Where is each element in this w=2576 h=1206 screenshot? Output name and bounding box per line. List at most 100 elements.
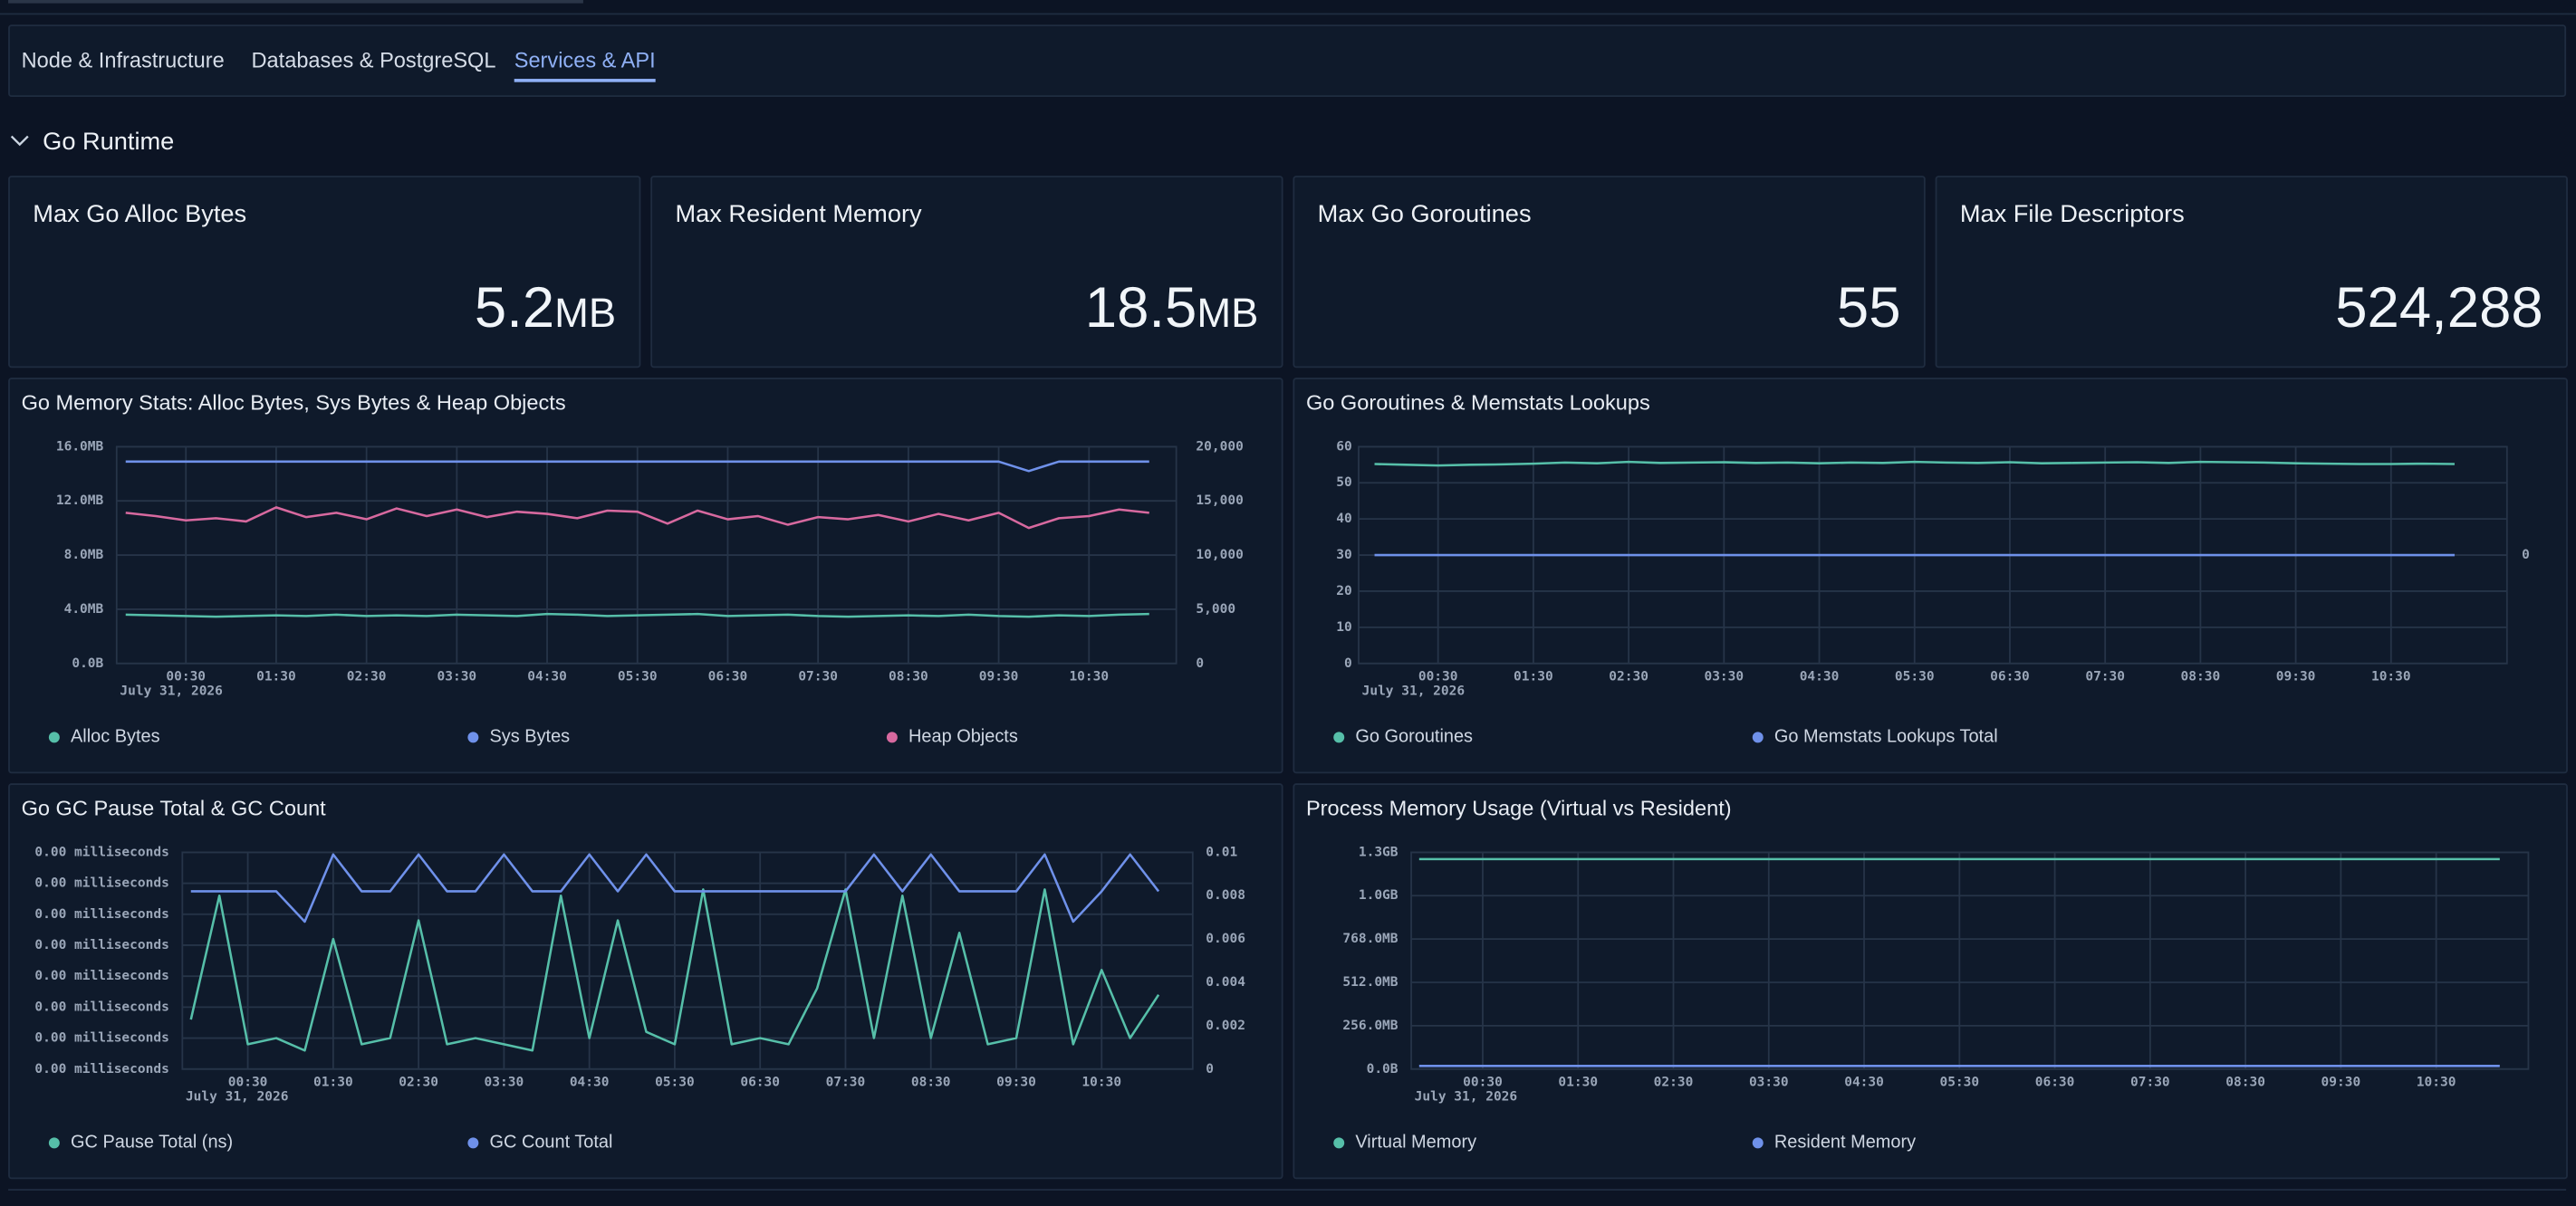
stat-card: Max Go Alloc Bytes 5.2MB [8, 176, 641, 368]
tab[interactable]: Databases & PostgreSQL [251, 47, 496, 72]
x-tick-label: 02:30 [1654, 1075, 1694, 1089]
legend-label[interactable]: GC Count Total [490, 1133, 613, 1153]
x-tick-label: 07:30 [826, 1075, 866, 1089]
y2-tick-label: 0.006 [1206, 932, 1245, 946]
x-tick-label: 10:30 [2371, 669, 2411, 684]
legend-label[interactable]: Go Goroutines [1355, 727, 1473, 747]
y-tick-label: 0.00 milliseconds [34, 845, 168, 859]
x-tick-label: 02:30 [1609, 669, 1648, 684]
legend-label[interactable]: Heap Objects [908, 727, 1018, 747]
section-title[interactable]: Go Runtime [43, 128, 175, 157]
x-tick-label: 01:30 [256, 669, 296, 684]
x-tick-label: 03:30 [1749, 1075, 1789, 1089]
x-tick-label: 01:30 [1558, 1075, 1598, 1089]
chart: Go Goroutines & Memstats Lookups 0 10 20 30 4… [1306, 390, 2530, 747]
stat-title: Max Resident Memory [675, 200, 922, 229]
legend-label[interactable]: Resident Memory [1774, 1133, 1916, 1153]
legend-label[interactable]: Virtual Memory [1355, 1133, 1476, 1153]
x-date-label: July 31, 2026 [186, 1090, 288, 1105]
stat-title: Max Go Goroutines [1317, 200, 1532, 229]
x-tick-label: 05:30 [1939, 1075, 1979, 1089]
x-tick-label: 08:30 [2225, 1075, 2265, 1089]
collapse-chevron[interactable] [10, 133, 30, 149]
y-tick-label: 0.00 milliseconds [34, 1031, 168, 1046]
chart: Go Memory Stats: Alloc Bytes, Sys Bytes … [22, 390, 1244, 747]
x-date-label: July 31, 2026 [120, 684, 222, 699]
y2-tick-label: 0 [2522, 548, 2530, 562]
y2-tick-label: 10,000 [1196, 548, 1243, 562]
y-tick-label: 0.00 milliseconds [34, 1062, 168, 1077]
legend-label[interactable]: Go Memstats Lookups Total [1774, 727, 1998, 747]
y2-tick-label: 0 [1196, 656, 1204, 671]
series-line [1374, 460, 2455, 467]
x-tick-label: 08:30 [889, 669, 928, 684]
x-tick-label: 07:30 [2130, 1075, 2170, 1089]
legend-marker [1752, 732, 1764, 743]
y2-tick-label: 0.01 [1206, 845, 1237, 859]
x-tick-label: 02:30 [399, 1075, 438, 1089]
y-tick-label: 0.00 milliseconds [34, 969, 168, 983]
y-tick-label: 60 [1336, 439, 1351, 454]
chart-title: Go Memory Stats: Alloc Bytes, Sys Bytes … [22, 390, 566, 414]
legend-label[interactable]: Alloc Bytes [71, 727, 160, 747]
legend-label[interactable]: Sys Bytes [490, 727, 571, 747]
x-tick-label: 09:30 [996, 1075, 1036, 1089]
x-date-label: July 31, 2026 [1415, 1090, 1518, 1105]
y2-tick-label: 15,000 [1196, 493, 1243, 508]
chart-title: Go GC Pause Total & GC Count [22, 796, 327, 819]
y-tick-label: 0.00 milliseconds [34, 907, 168, 922]
chart: Go GC Pause Total & GC Count 0.00 millise… [22, 796, 1246, 1153]
stat-card: Max File Descriptors 524,288 [1935, 176, 2568, 368]
legend-label[interactable]: GC Pause Total (ns) [71, 1133, 233, 1153]
y-tick-label: 8.0MB [64, 548, 104, 562]
x-tick-label: 06:30 [740, 1075, 780, 1089]
top-divider [0, 13, 2576, 15]
stat-value-wrap: 524,288 [2335, 276, 2542, 342]
y2-tick-label: 0.004 [1206, 975, 1245, 990]
x-tick-label: 01:30 [313, 1075, 353, 1089]
x-tick-label: 00:30 [166, 669, 206, 684]
tab[interactable]: Services & API [514, 47, 656, 82]
chart-panel: Go GC Pause Total & GC Count 0.00 millise… [8, 783, 1283, 1180]
y-tick-label: 40 [1336, 512, 1351, 526]
legend-marker [1333, 732, 1345, 743]
legend-marker [1752, 1137, 1764, 1149]
x-tick-label: 10:30 [2417, 1075, 2456, 1089]
chart-panel: Go Memory Stats: Alloc Bytes, Sys Bytes … [8, 378, 1283, 774]
legend-marker [886, 732, 898, 743]
legend-marker [467, 732, 479, 743]
chart: Process Memory Usage (Virtual vs Residen… [1306, 796, 2530, 1153]
stat-value-wrap: 55 [1837, 276, 1901, 342]
x-tick-label: 09:30 [2276, 669, 2316, 684]
x-date-label: July 31, 2026 [1362, 684, 1466, 699]
chart-title: Go Goroutines & Memstats Lookups [1306, 390, 1650, 414]
x-tick-label: 09:30 [979, 669, 1019, 684]
y-tick-label: 512.0MB [1342, 975, 1398, 990]
x-tick-label: 08:30 [2181, 669, 2221, 684]
x-tick-label: 05:30 [655, 1075, 695, 1089]
x-tick-label: 03:30 [485, 1075, 524, 1089]
y-tick-label: 0.00 milliseconds [34, 938, 168, 952]
y-tick-label: 10 [1336, 620, 1351, 635]
x-tick-label: 06:30 [708, 669, 748, 684]
x-tick-label: 00:30 [228, 1075, 268, 1089]
y-tick-label: 20 [1336, 584, 1351, 598]
tab[interactable]: Node & Infrastructure [21, 47, 225, 72]
y-tick-label: 768.0MB [1342, 932, 1398, 946]
series-line [125, 612, 1149, 618]
x-tick-label: 05:30 [618, 669, 658, 684]
x-tick-label: 07:30 [798, 669, 838, 684]
x-tick-label: 07:30 [2085, 669, 2125, 684]
stat-card: Max Resident Memory 18.5MB [650, 176, 1283, 368]
y-tick-label: 1.3GB [1359, 845, 1399, 859]
chart-title: Process Memory Usage (Virtual vs Residen… [1306, 796, 1732, 819]
stat-value: 524,288 [2335, 275, 2543, 340]
series-line [189, 888, 1160, 1052]
x-tick-label: 00:30 [1463, 1075, 1503, 1089]
series-line [125, 460, 1149, 473]
y-tick-label: 16.0MB [56, 439, 104, 454]
x-tick-label: 03:30 [437, 669, 477, 684]
y-tick-label: 256.0MB [1342, 1019, 1398, 1033]
